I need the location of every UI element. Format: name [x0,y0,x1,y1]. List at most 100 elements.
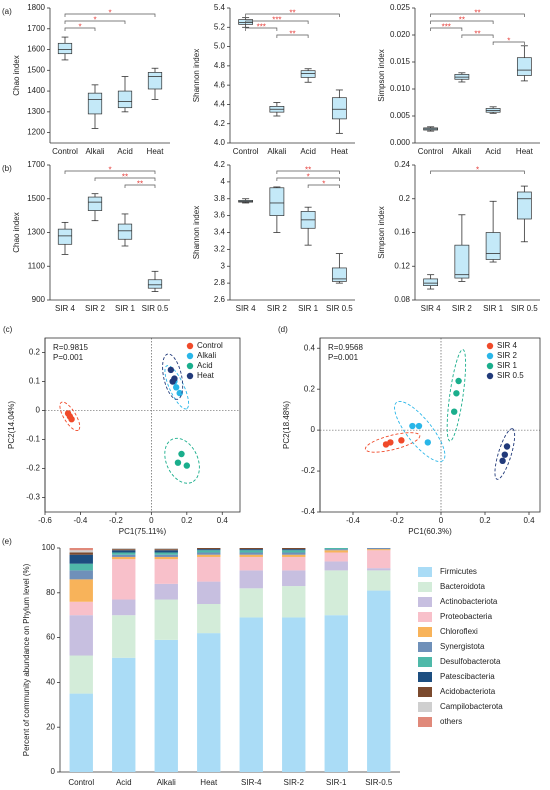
bar-segment [112,599,136,616]
bar-segment [197,548,221,550]
y-tick-label: 0.1 [29,377,41,386]
y-tick-label: 4.0 [214,138,226,147]
significance-label: ** [122,173,128,182]
legend-label: SIR 1 [497,361,518,370]
bar-segment [324,615,348,772]
legend-swatch [418,717,432,727]
y-tick-label: 0 [51,767,56,776]
box [87,196,103,211]
significance-label: ** [459,16,465,25]
bar-segment [112,615,136,658]
legend-marker [186,342,194,350]
bar-segment [367,568,391,571]
x-tick-label: Heat [516,147,534,156]
box [516,191,532,220]
x-tick-label: Acid [485,147,501,156]
y-tick-label: 2.6 [214,295,226,304]
y-tick-label: 1300 [27,107,45,116]
point [178,450,185,458]
y-axis-label: Simpson index [377,49,386,101]
y-tick-label: 1700 [27,24,45,33]
x-tick-label: 0 [439,516,444,525]
x-tick-label: SIR 0.5 [326,304,353,313]
bar-segment [197,604,221,634]
x-tick-label: Alkali [85,147,104,156]
y-tick-label: 4.6 [214,80,226,89]
box [454,244,470,279]
box [147,72,163,90]
y-tick-label: 3.8 [214,194,226,203]
y-tick-label: 1300 [27,228,45,237]
legend-label: others [440,717,462,726]
bracket [64,13,156,17]
bar-segment [154,548,178,550]
y-tick-label: 4.2 [214,160,226,169]
legend-swatch [418,597,432,607]
bar-segment [154,549,178,551]
x-tick-label: SIR-1 [326,778,347,787]
bracket [245,13,340,17]
bar-segment [282,548,306,550]
legend-marker [486,372,494,380]
bracket [430,13,525,17]
confidence-ellipse [364,432,421,453]
legend-label: SIR 0.5 [497,371,524,380]
point [387,439,394,446]
bar-segment [112,548,136,550]
y-tick-label: 900 [32,295,46,304]
bar-segment [69,554,93,564]
significance-label: * [108,9,111,18]
bar-segment [324,548,348,550]
legend-swatch [418,642,432,652]
x-tick-label: -0.6 [38,516,52,525]
bar-segment [282,617,306,772]
significance-label: ** [137,180,143,189]
annotation: R=0.9568 [328,343,363,352]
legend-label: Patescibacteria [440,672,495,681]
x-tick-label: Acid [117,147,133,156]
box [423,278,439,287]
significance-label: ** [305,166,311,175]
y-tick-label: 80 [46,588,55,597]
y-tick-label: 3.4 [214,228,226,237]
point [453,390,460,397]
significance-label: * [93,16,96,25]
box [331,97,347,120]
point [176,389,183,397]
significance-label: * [108,166,111,175]
bar-segment [154,554,178,557]
y-tick-label: 1600 [27,45,45,54]
legend-marker [186,352,194,360]
legend-label: SIR 4 [497,341,518,350]
x-tick-label: SIR-4 [241,778,262,787]
y-tick-label: 3 [221,261,226,270]
significance-label: * [322,180,325,189]
bar-segment [282,570,306,587]
point [174,459,182,466]
bar-segment [69,550,93,553]
x-tick-label: SIR 4 [55,304,76,313]
y-tick-label: 0.000 [390,138,411,147]
bracket [276,34,309,38]
bracket [276,170,340,174]
x-tick-label: Acid [300,147,316,156]
y-tick-label: 1200 [27,128,45,137]
x-tick-label: SIR 1 [115,304,136,313]
y-tick-label: 4 [221,177,226,186]
bracket [94,177,156,181]
legend-label: Heat [197,371,215,380]
bar-segment [197,556,221,582]
x-tick-label: SIR 4 [421,304,442,313]
panel-label: (e) [2,537,12,546]
bracket [64,27,96,31]
y-tick-label: 0.16 [394,228,410,237]
legend-swatch [418,687,432,697]
bar-segment [69,601,93,616]
legend-label: Actinobacteriota [440,597,498,606]
bar-segment [239,570,263,589]
x-tick-label: Alkali [267,147,286,156]
bar-segment [69,693,93,772]
y-tick-label: 1500 [27,194,45,203]
bar-segment [239,552,263,555]
bar-segment [197,554,221,557]
